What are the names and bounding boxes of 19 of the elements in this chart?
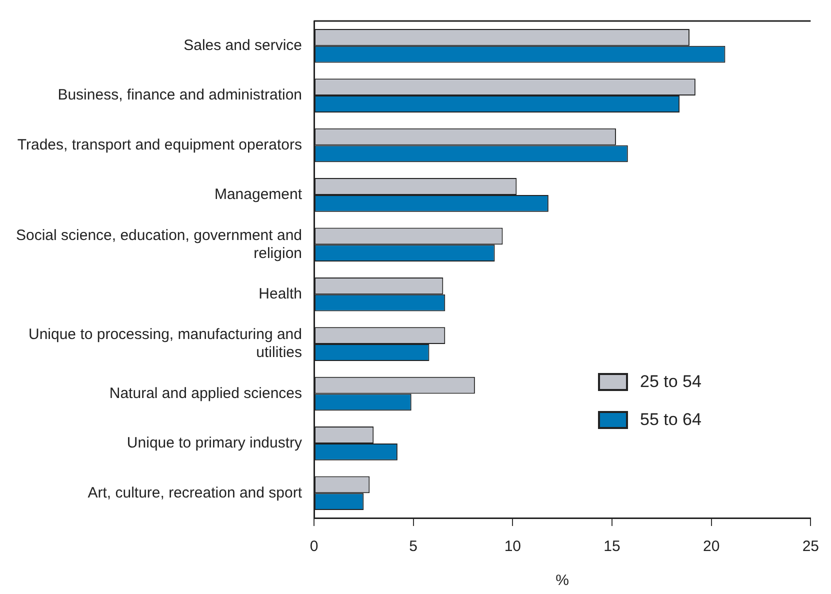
legend-label: 55 to 64 xyxy=(640,410,702,430)
y-tick-label: Unique to processing, manufacturing and utilities xyxy=(28,326,302,362)
x-tick-label: 10 xyxy=(504,538,522,556)
y-tick-label: Health xyxy=(258,285,302,302)
x-tick-label: 15 xyxy=(604,538,620,556)
legend-label: 25 to 54 xyxy=(640,372,702,392)
y-tick-label: Natural and applied sciences xyxy=(109,384,302,402)
y-tick-label: Business, finance and administration xyxy=(58,86,302,104)
y-tick-label: Sales and service xyxy=(184,36,302,54)
x-tick-label: 0 xyxy=(310,538,318,556)
x-tick-label: 5 xyxy=(409,538,418,556)
y-tick-label: Art, culture, recreation and sport xyxy=(88,484,303,502)
x-axis-title: % xyxy=(556,572,570,590)
x-tick-label: 25 xyxy=(802,538,819,556)
y-tick-label: Trades, transport and equipment operators xyxy=(17,136,302,154)
x-tick-label: 20 xyxy=(702,538,720,556)
y-tick-label: Unique to primary industry xyxy=(126,434,303,452)
y-tick-label: Social science, education, government and religion xyxy=(16,226,302,262)
y-tick-label: Management xyxy=(214,186,303,204)
